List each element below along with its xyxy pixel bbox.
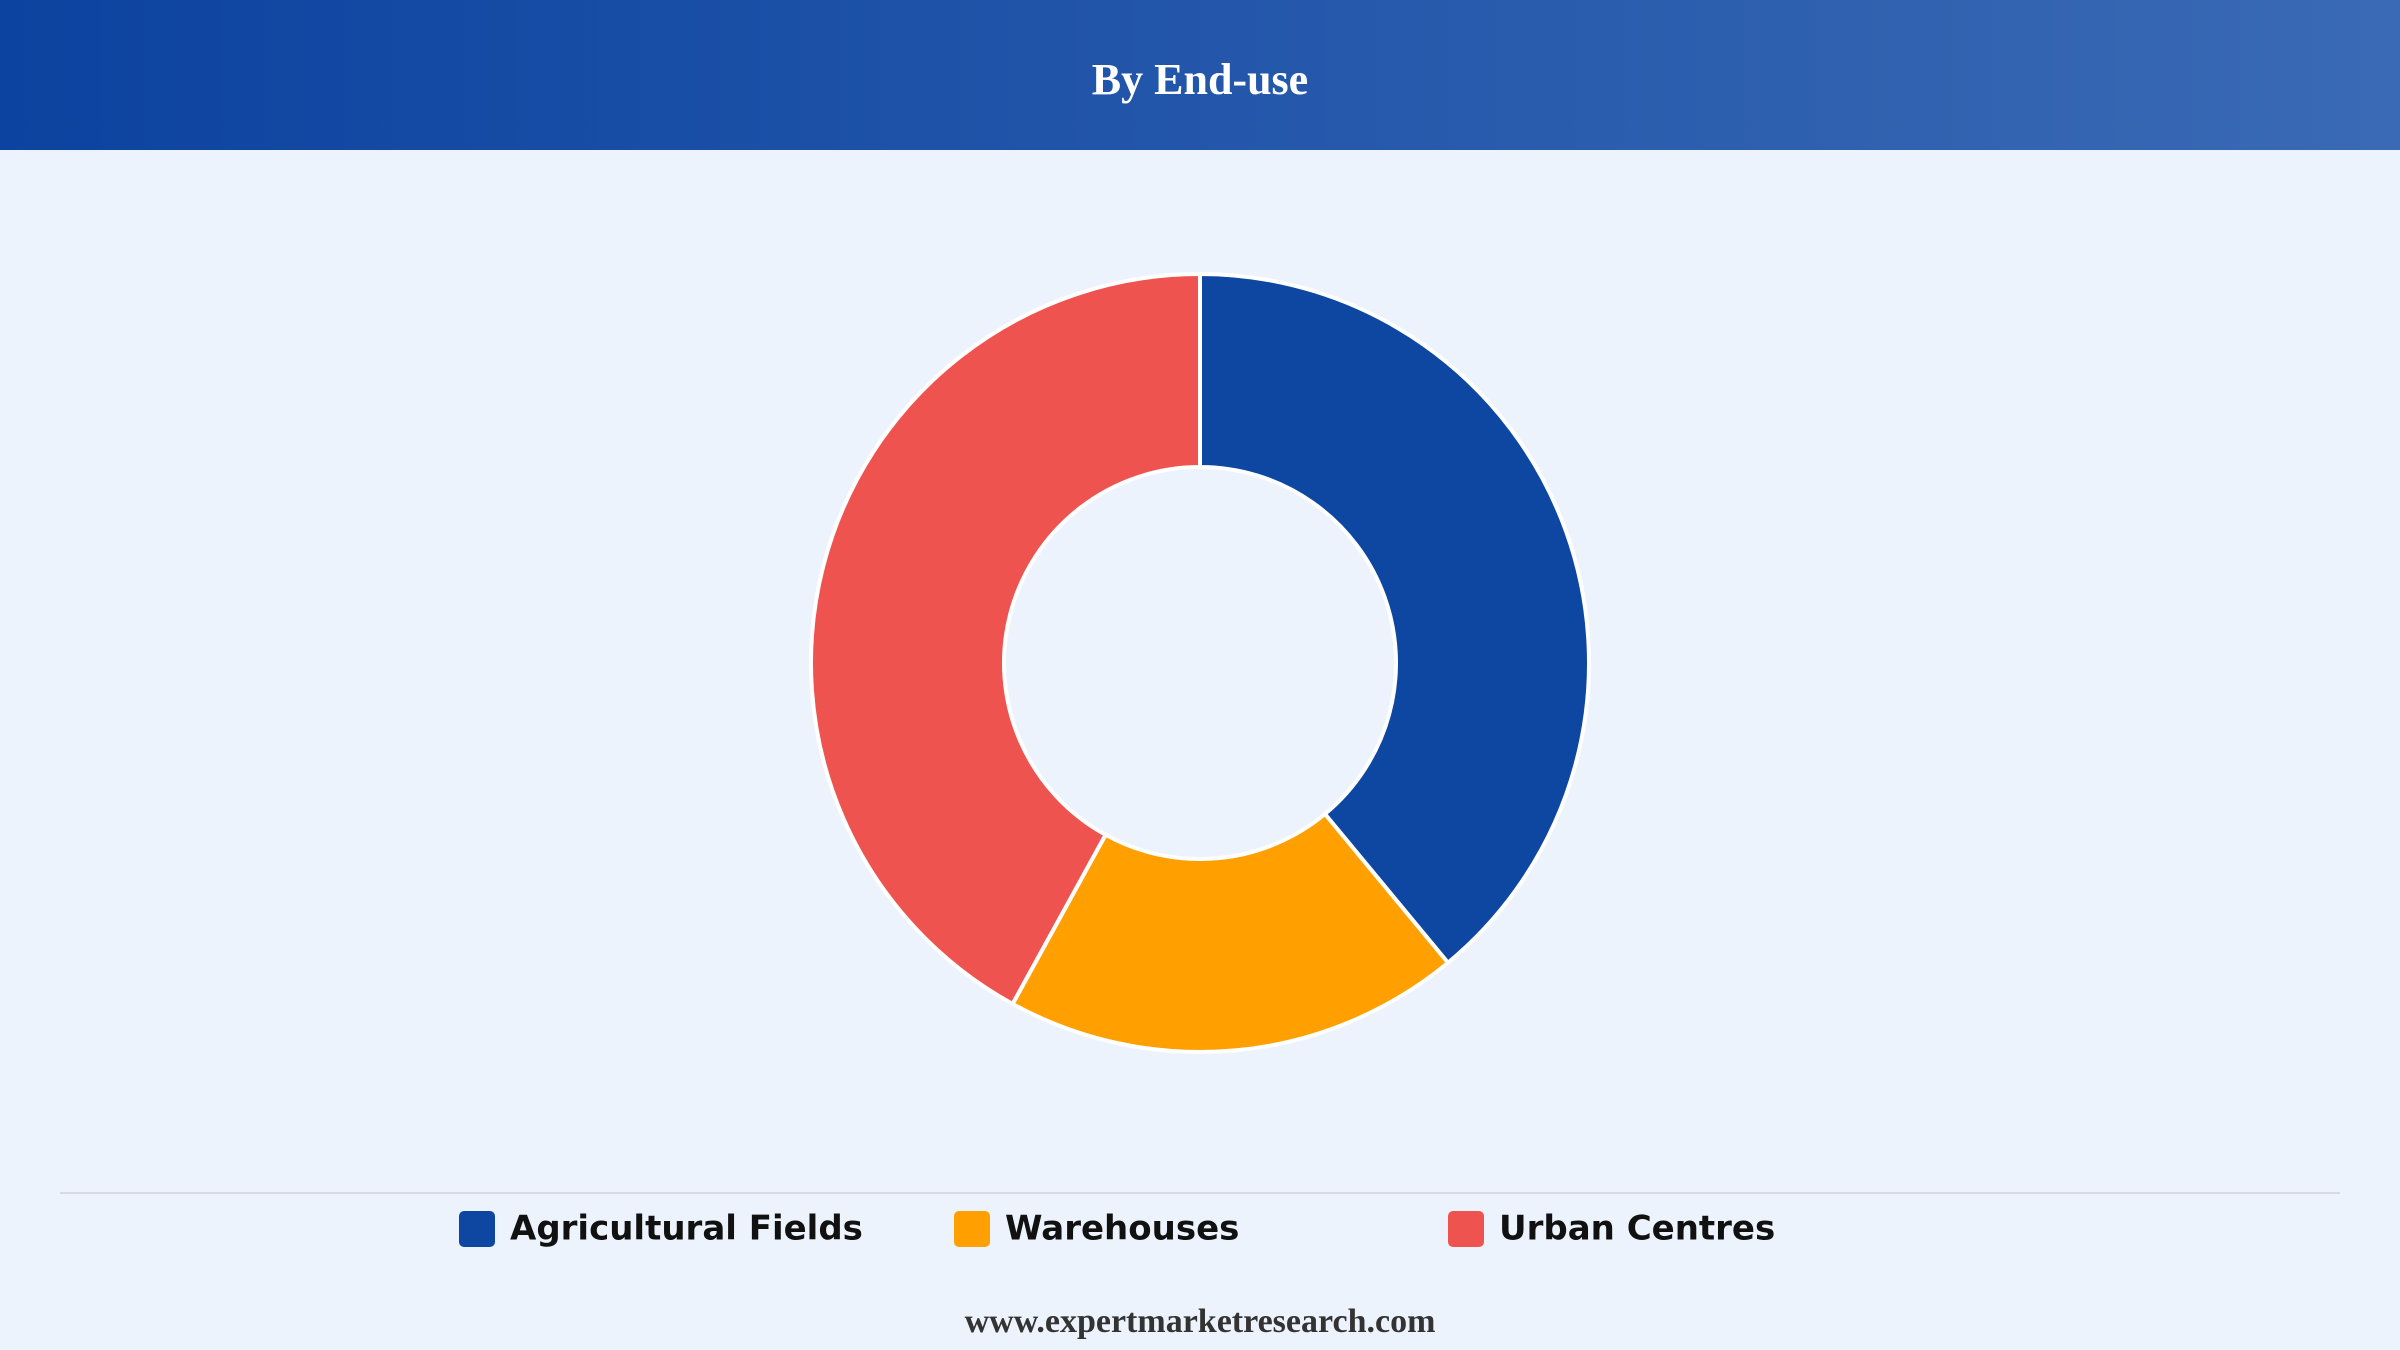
header-bar xyxy=(0,0,2400,150)
donut xyxy=(809,271,1591,1054)
legend-swatch xyxy=(954,1211,990,1247)
legend-label: Agricultural Fields xyxy=(510,1209,863,1249)
chart-title: By End-use xyxy=(1092,55,1308,104)
legend: Agricultural Fields Warehouses Urban Centr… xyxy=(459,1209,1775,1249)
legend-label: Warehouses xyxy=(1005,1209,1239,1249)
legend-label: Urban Centres xyxy=(1499,1209,1775,1249)
legend-swatch xyxy=(459,1211,495,1247)
donut-slice xyxy=(809,271,1202,1007)
donut-slice xyxy=(1009,811,1451,1054)
footer-url: www.expertmarketresearch.com xyxy=(965,1303,1436,1340)
donut-slice xyxy=(1198,271,1591,966)
legend-swatch xyxy=(1448,1211,1484,1247)
